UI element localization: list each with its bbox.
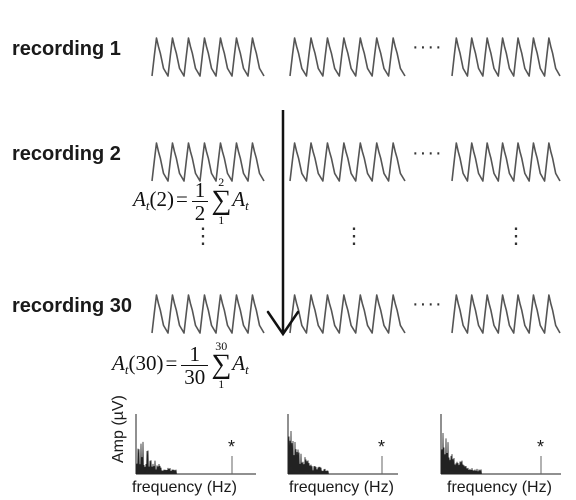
waveform-recording-1-segment-2 xyxy=(289,37,406,77)
column-3-vertical-ellipsis: ⋮ xyxy=(505,223,527,248)
recording-2-label: recording 2 xyxy=(12,143,121,165)
waveform-recording-30-segment-1 xyxy=(151,294,265,334)
waveform-recording-1-segment-1 xyxy=(151,37,265,77)
waveform-recording-1-segment-3 xyxy=(451,37,561,77)
spectrum-3-x-label: frequency (Hz) xyxy=(447,479,552,496)
waveform-recording-2-segment-1 xyxy=(151,142,265,182)
row-30-ellipsis: ···· xyxy=(412,293,443,315)
waveform-recording-2-segment-2 xyxy=(289,142,406,182)
column-2-vertical-ellipsis: ⋮ xyxy=(343,223,365,248)
spectrum-1-noise xyxy=(135,441,177,475)
spectrum-3-noise xyxy=(440,432,482,475)
average-formula-30: At(30)= 1 30 30 ∑ 1 At xyxy=(112,339,249,391)
spectrum-1-peak-marker: * xyxy=(228,437,236,457)
spectrum-2-noise xyxy=(287,431,329,475)
waveform-recording-30-segment-3 xyxy=(451,294,561,334)
waveform-recording-30-segment-2 xyxy=(289,294,406,334)
spectrum-y-axis-label: Amp (µV) xyxy=(110,395,127,463)
spectrum-2-x-label: frequency (Hz) xyxy=(289,479,394,496)
row-1-ellipsis: ···· xyxy=(412,36,443,58)
spectrum-2-peak-marker: * xyxy=(378,437,386,457)
averaging-arrow-head xyxy=(266,310,300,337)
waveform-recording-2-segment-3 xyxy=(451,142,561,182)
spectrum-1-x-label: frequency (Hz) xyxy=(132,479,237,496)
recording-30-label: recording 30 xyxy=(12,295,133,317)
average-formula-2: At(2)= 1 2 2 ∑ 1 At xyxy=(133,175,249,227)
column-1-vertical-ellipsis: ⋮ xyxy=(192,223,214,248)
spectrum-3-peak-marker: * xyxy=(537,437,545,457)
recording-1-label: recording 1 xyxy=(12,38,121,60)
row-2-ellipsis: ···· xyxy=(412,142,443,164)
